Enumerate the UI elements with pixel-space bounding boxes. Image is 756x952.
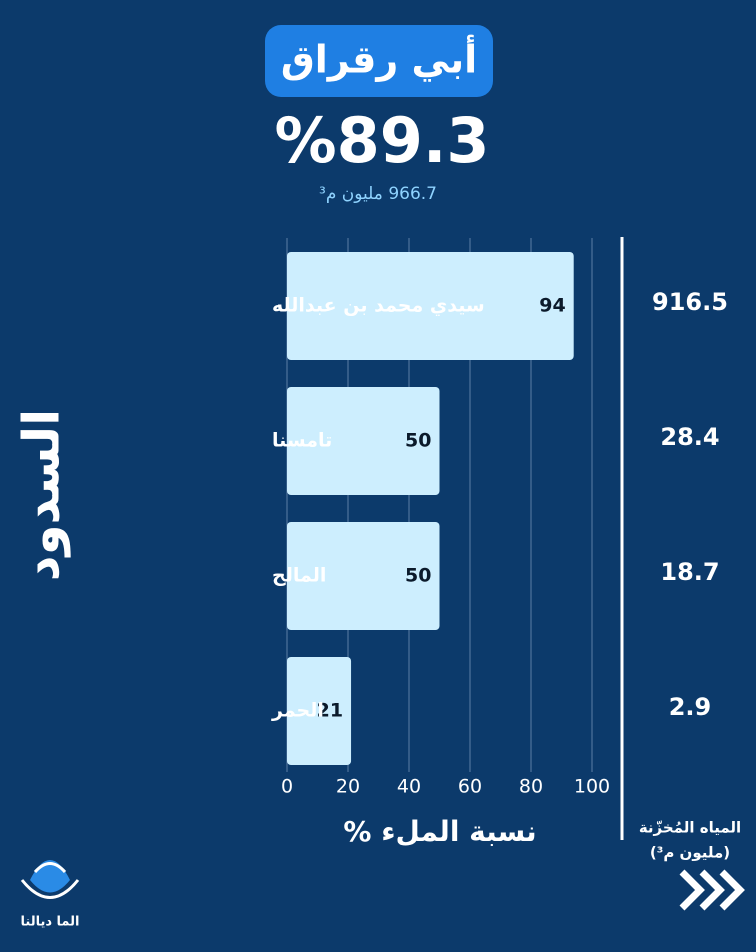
bar <box>287 657 352 765</box>
bar <box>287 387 440 495</box>
x-tick-label: 0 <box>281 776 293 798</box>
value-label: 50 <box>405 430 431 452</box>
y-tick-label: الحمر <box>271 700 324 722</box>
stored-water-value: 2.9 <box>669 693 712 721</box>
value-label: 50 <box>405 565 431 587</box>
x-axis-label: نسبة الملء % <box>343 815 536 848</box>
y-tick-label: المالح <box>272 565 326 587</box>
stored-water-unit: (مليون م³) <box>650 844 730 862</box>
stored-water-value: 28.4 <box>660 423 719 451</box>
stored-water-value: 18.7 <box>660 558 719 586</box>
x-tick-label: 40 <box>397 776 421 798</box>
stored-water-title: المياه المُخزّنة <box>639 819 741 837</box>
bar <box>287 522 440 630</box>
value-label: 94 <box>539 295 565 317</box>
x-tick-label: 100 <box>574 776 610 798</box>
y-tick-label: سيدي محمد بن عبدالله <box>272 295 485 318</box>
x-tick-label: 60 <box>458 776 482 798</box>
logo <box>20 860 80 899</box>
subtitle: 966.7 مليون م³ <box>319 184 437 204</box>
headline: %89.3 <box>274 104 489 177</box>
x-tick-label: 20 <box>336 776 360 798</box>
next-chevrons <box>679 869 745 911</box>
y-tick-label: تامسنا <box>272 430 332 452</box>
stored-water-value: 916.5 <box>652 288 728 316</box>
bar <box>287 252 574 360</box>
title-pill <box>265 25 493 97</box>
y-axis-label: السدود <box>13 409 72 581</box>
logo-text: الما ديالنا <box>21 915 80 930</box>
value-label: 21 <box>317 700 343 722</box>
title: أبي رقراق <box>281 35 477 82</box>
x-tick-label: 80 <box>519 776 543 798</box>
